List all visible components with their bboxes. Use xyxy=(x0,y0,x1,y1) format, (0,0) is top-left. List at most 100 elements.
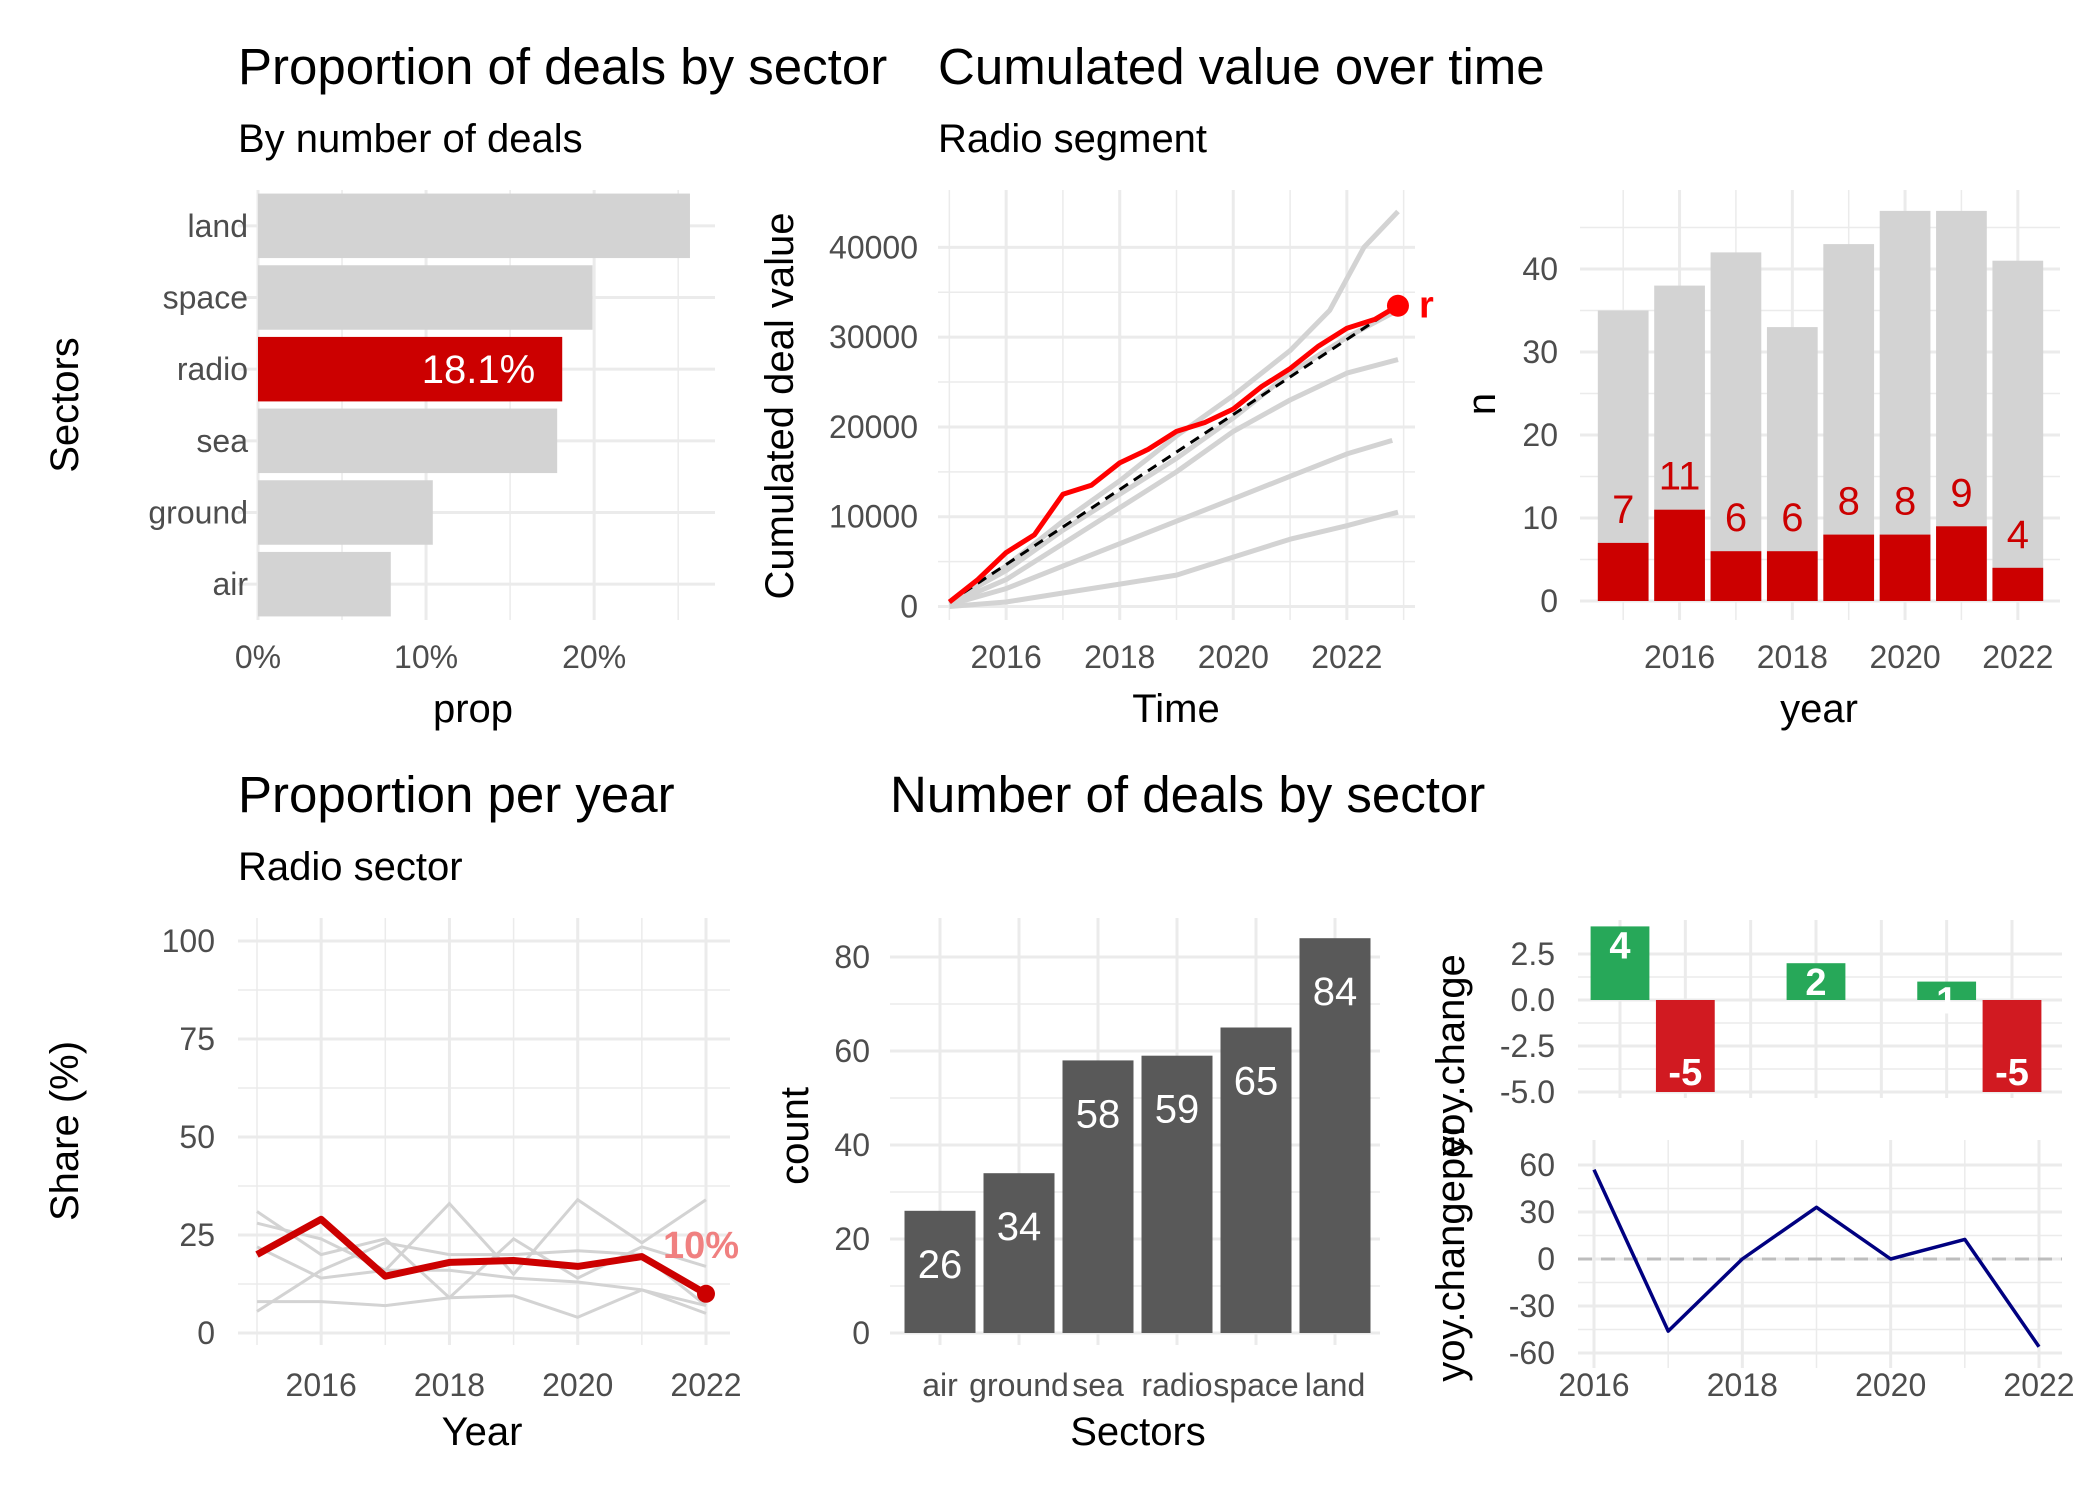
y-axis-title: count xyxy=(773,1087,817,1185)
bar-value-label: 18.1% xyxy=(422,348,535,392)
series-line-background xyxy=(948,438,1394,608)
bar-sea xyxy=(258,408,558,474)
reference-line xyxy=(948,304,1399,604)
x-tick-label: space xyxy=(1213,1367,1298,1403)
y-tick-label: 0 xyxy=(852,1315,870,1351)
bar-space xyxy=(1220,1027,1292,1333)
x-axis-title: prop xyxy=(433,687,513,731)
y-tick-label: 0 xyxy=(197,1315,215,1351)
x-tick-label: 2018 xyxy=(1707,1367,1778,1403)
bar-radio xyxy=(1654,509,1705,601)
bar-value-label: -5 xyxy=(1668,1052,1702,1094)
panel-title: Proportion per year xyxy=(238,766,675,823)
x-tick-label: 2018 xyxy=(1084,639,1155,675)
series-line-background xyxy=(256,1241,707,1313)
y-tick-label: radio xyxy=(177,351,248,387)
y-tick-label: 75 xyxy=(179,1021,215,1057)
series-line-background xyxy=(949,509,1399,609)
y-tick-label: -60 xyxy=(1509,1335,1555,1371)
y-tick-label: 30 xyxy=(1519,1194,1555,1230)
end-label: r xyxy=(1419,285,1434,327)
y-tick-label: 20 xyxy=(834,1221,870,1257)
x-tick-label: 0% xyxy=(235,639,281,675)
series-line-background xyxy=(256,1245,707,1315)
bar-sea xyxy=(1062,1060,1134,1333)
x-tick-label: radio xyxy=(1141,1367,1212,1403)
bar-total xyxy=(1710,252,1762,601)
bar-positive xyxy=(1917,981,1977,1000)
end-point xyxy=(1386,294,1409,317)
x-tick-label: sea xyxy=(1072,1367,1124,1403)
bar-radio xyxy=(1879,534,1931,601)
y-tick-label: air xyxy=(212,566,248,602)
end-label: 10% xyxy=(663,1225,739,1267)
bar-value-label: 8 xyxy=(1894,480,1916,524)
bar-positive xyxy=(1786,963,1846,1000)
bar-value-label: 8 xyxy=(1838,480,1860,524)
bar-value-label: 84 xyxy=(1313,970,1358,1014)
y-tick-label: 40000 xyxy=(829,229,918,265)
x-tick-label: 2016 xyxy=(971,639,1042,675)
y-tick-label: sea xyxy=(196,423,248,459)
x-axis-title: Year xyxy=(442,1410,523,1454)
series-line-background xyxy=(257,1288,707,1319)
y-tick-label: space xyxy=(163,280,248,316)
x-tick-label: 20% xyxy=(562,639,626,675)
series-line-background xyxy=(256,1210,707,1300)
bar-value-label: 6 xyxy=(1725,496,1747,540)
bar-space xyxy=(258,265,593,330)
y-tick-label: -30 xyxy=(1509,1288,1555,1324)
x-tick-label: ground xyxy=(969,1367,1069,1403)
y-tick-label: 30 xyxy=(1522,334,1558,370)
y-tick-label: 100 xyxy=(162,923,215,959)
y-tick-label: ground xyxy=(148,495,248,531)
y-tick-label: 0 xyxy=(1540,583,1558,619)
y-tick-label: 0 xyxy=(900,589,918,625)
y-tick-label: 60 xyxy=(834,1033,870,1069)
x-axis-title: year xyxy=(1780,687,1858,731)
bar-value-label: 58 xyxy=(1076,1092,1121,1136)
bar-positive xyxy=(1590,926,1650,1000)
grid xyxy=(938,190,1415,620)
bar-value-label: 7 xyxy=(1612,488,1634,532)
x-tick-label: 10% xyxy=(394,639,458,675)
series-line-radio xyxy=(947,303,1400,604)
x-tick-label: 2018 xyxy=(414,1367,485,1403)
grid xyxy=(1578,1140,2062,1368)
y-tick-label: land xyxy=(188,208,249,244)
panel-sector-share: air ground sea radio 18.1% space land 0% 10% 20% P… xyxy=(43,38,887,731)
series-line-background xyxy=(256,1197,707,1277)
bar-radio xyxy=(1823,534,1875,601)
x-tick-label: air xyxy=(922,1367,958,1403)
x-tick-label: 2022 xyxy=(2003,1367,2074,1403)
series-line-background xyxy=(948,357,1399,607)
x-tick-label: land xyxy=(1305,1367,1366,1403)
y-axis-title: Cumulated deal value xyxy=(758,213,802,600)
bar-value-label: 4 xyxy=(2007,513,2029,557)
x-axis-title: Sectors xyxy=(1070,1410,1206,1454)
y-tick-label: 0.0 xyxy=(1511,982,1555,1018)
y-axis-title: n xyxy=(1460,393,1504,415)
bar-value-label: 59 xyxy=(1155,1088,1200,1132)
series-line-background xyxy=(948,307,1400,605)
x-tick-label: 2018 xyxy=(1757,639,1828,675)
series-line-background xyxy=(948,209,1400,605)
series-line-radio xyxy=(255,1215,708,1297)
bar-air xyxy=(258,551,391,617)
panel-cumulative: r 0 10000 20000 30000 40000 2016 2018 2020 2022 Cu… xyxy=(758,38,1545,731)
panel-subtitle: By number of deals xyxy=(238,117,583,161)
bar-air xyxy=(904,1210,976,1333)
bar-ground xyxy=(983,1173,1055,1333)
bar-radio xyxy=(1766,551,1818,601)
x-tick-label: 2016 xyxy=(286,1367,357,1403)
bar-radio xyxy=(1597,542,1649,601)
series-line xyxy=(1592,1168,2041,1348)
x-tick-label: 2020 xyxy=(1855,1367,1926,1403)
bar-value-label: 11 xyxy=(1659,455,1701,499)
bar-radio xyxy=(1936,526,1987,601)
y-tick-label: -2.5 xyxy=(1500,1028,1555,1064)
grid xyxy=(1580,190,2060,620)
